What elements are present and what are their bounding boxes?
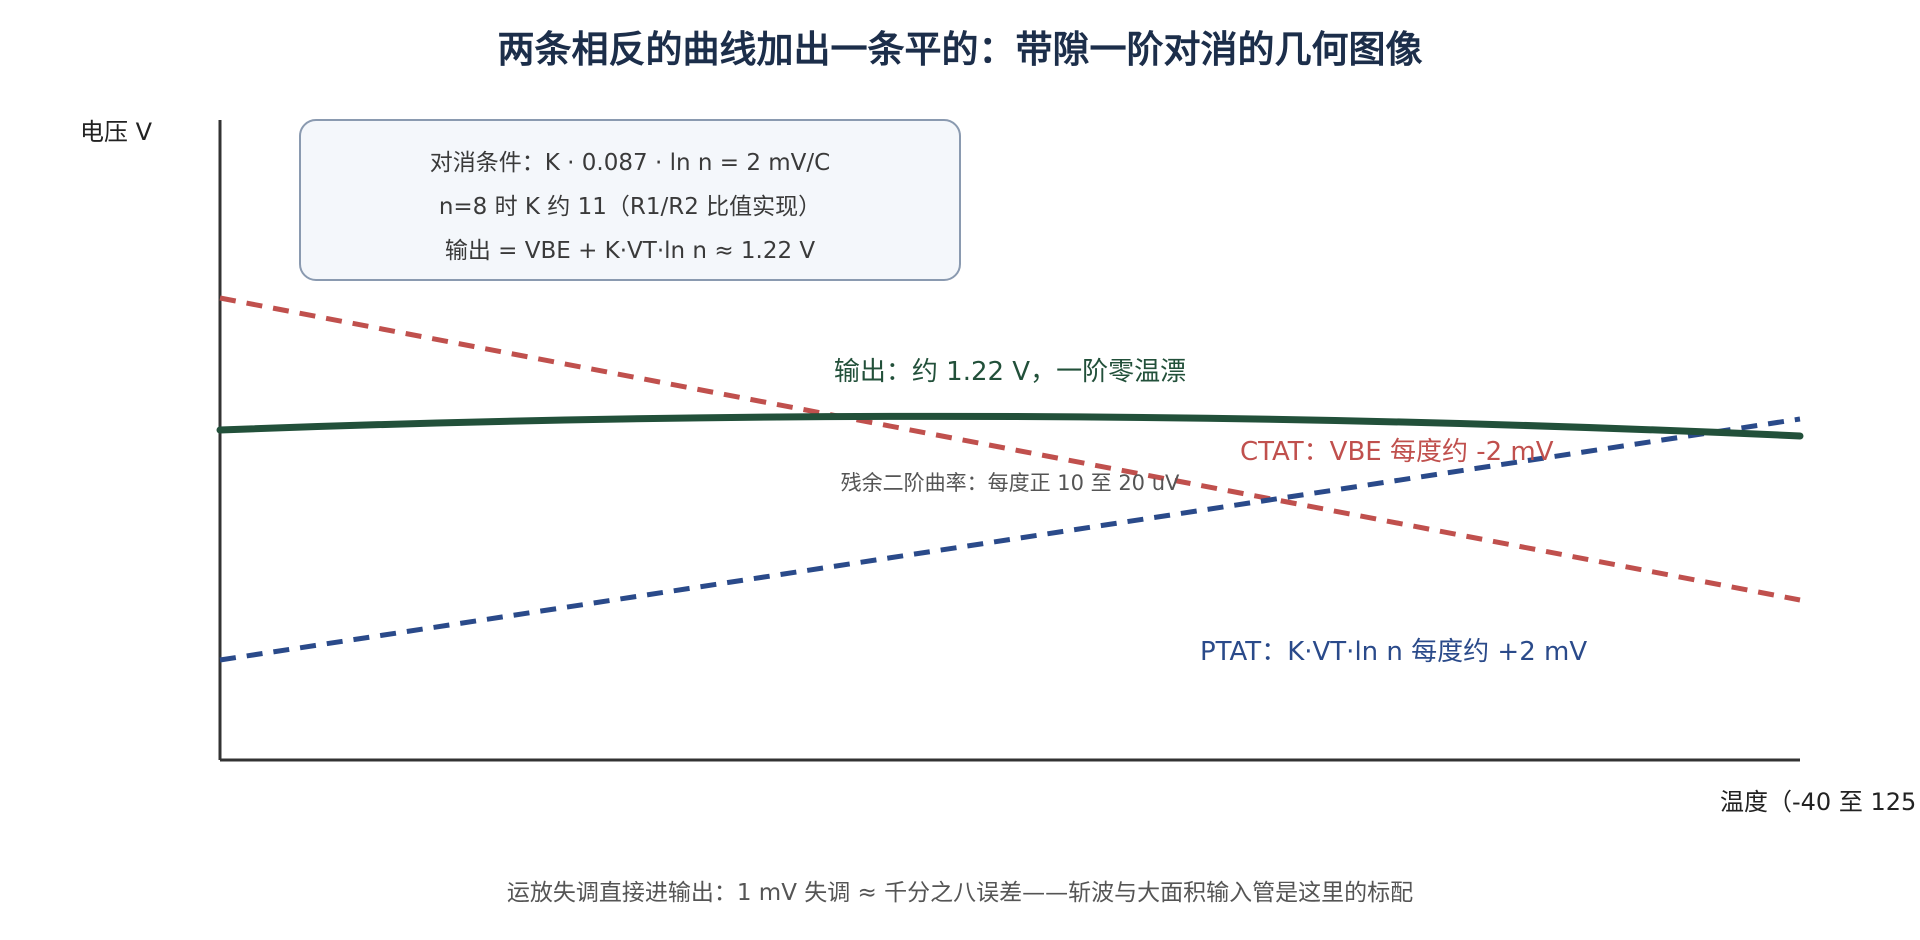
condition-note-line: 输出 = VBE + K·VT·ln n ≈ 1.22 V (445, 238, 816, 264)
condition-note-box: 对消条件：K · 0.087 · ln n = 2 mV/C n=8 时 K 约… (299, 119, 961, 281)
ptat-curve (219, 416, 1801, 663)
x-axis-label: 温度（-40 至 125 (1720, 788, 1916, 816)
ctat-curve-label: CTAT：VBE 每度约 -2 mV (1240, 437, 1554, 467)
condition-note-frame (299, 119, 961, 281)
condition-note-line: n=8 时 K 约 11（R1/R2 比值实现） (439, 194, 821, 220)
footer-note: 运放失调直接进输出：1 mV 失调 ≈ 千分之八误差——斩波与大面积输入管是这里… (507, 880, 1413, 906)
output-curve (216, 412, 1804, 440)
ctat-curve (219, 295, 1801, 603)
y-axis-label: 电压 V (80, 118, 153, 146)
ptat-curve-label: PTAT：K·VT·ln n 每度约 +2 mV (1200, 637, 1587, 667)
figure-title: 两条相反的曲线加出一条平的：带隙一阶对消的几何图像 (498, 28, 1423, 71)
output-curve-label: 输出：约 1.22 V，一阶零温漂 (834, 357, 1186, 387)
residual-curvature-note: 残余二阶曲率：每度正 10 至 20 uV (841, 471, 1180, 495)
condition-note-line: 对消条件：K · 0.087 · ln n = 2 mV/C (430, 150, 830, 176)
